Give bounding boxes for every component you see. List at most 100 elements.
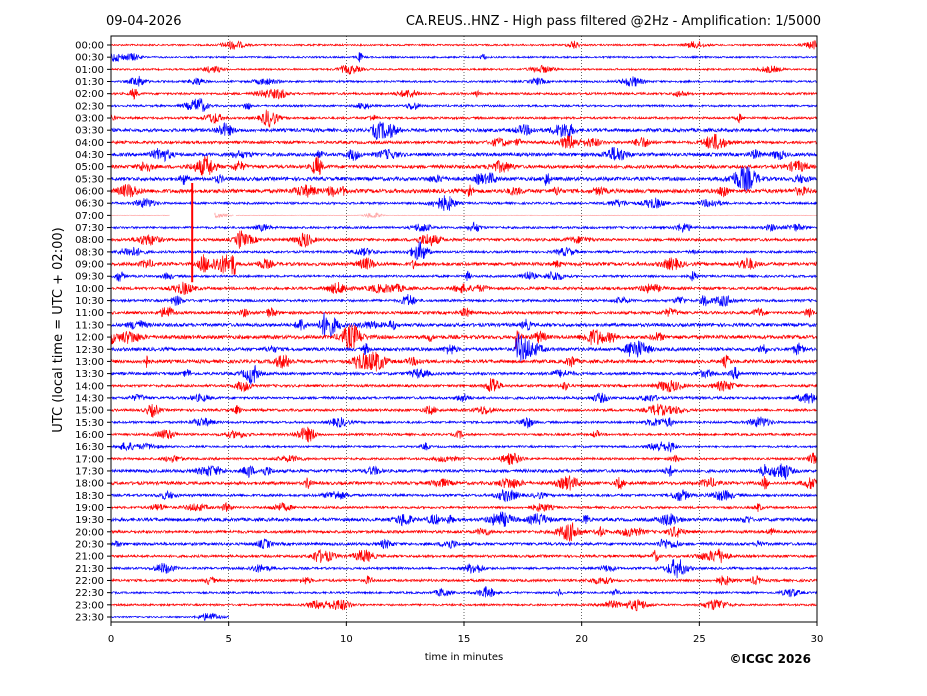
trace-1100: [110, 306, 818, 318]
y-tick-label: 02:00: [75, 89, 104, 100]
trace-1730: [110, 463, 818, 480]
y-tick-label: 20:00: [75, 527, 104, 538]
y-tick-label: 08:00: [75, 235, 104, 246]
trace-1500: [110, 403, 818, 418]
y-tick-label: 04:30: [75, 150, 104, 161]
trace-0400: [110, 133, 818, 151]
y-tick-label: 17:00: [75, 454, 104, 465]
trace-0030: [110, 52, 818, 63]
trace-0300: [110, 109, 818, 128]
x-tick-label: 15: [458, 634, 471, 645]
y-tick-label: 04:00: [75, 138, 104, 149]
trace-0500: [110, 155, 818, 176]
trace-1700: [110, 452, 818, 466]
trace-1330: [110, 365, 818, 385]
trace-1600: [110, 426, 818, 443]
trace-1800: [110, 475, 818, 491]
y-tick-label: 13:30: [75, 369, 104, 380]
x-tick-label: 25: [693, 634, 706, 645]
trace-0530: [110, 166, 818, 192]
y-tick-label: 11:00: [75, 308, 104, 319]
trace-1630: [110, 441, 818, 453]
y-tick-label: 06:30: [75, 199, 104, 210]
trace-0130: [110, 75, 818, 87]
trace-2230: [110, 585, 818, 598]
trace-0800: [110, 230, 818, 249]
y-tick-label: 23:30: [75, 612, 104, 623]
y-tick-label: 19:00: [75, 503, 104, 514]
trace-0700: [235, 211, 818, 219]
y-tick-label: 06:00: [75, 187, 104, 198]
x-tick-label: 30: [811, 634, 824, 645]
trace-0100: [110, 64, 818, 76]
y-tick-label: 19:30: [75, 515, 104, 526]
y-tick-label: 18:00: [75, 479, 104, 490]
trace-0200: [110, 88, 818, 101]
trace-1200: [110, 324, 818, 350]
y-tick-label: 03:30: [75, 126, 104, 137]
y-tick-label: 15:30: [75, 418, 104, 429]
y-tick-label: 08:30: [75, 247, 104, 258]
trace-0700: [214, 212, 234, 219]
y-tick-label: 07:00: [75, 211, 104, 222]
y-tick-label: 02:30: [75, 101, 104, 112]
y-tick-label: 18:30: [75, 491, 104, 502]
y-axis-label: UTC (local time = UTC + 02:00): [51, 227, 66, 432]
trace-0000: [110, 40, 818, 50]
y-tick-label: 10:00: [75, 284, 104, 295]
y-tick-label: 23:00: [75, 600, 104, 611]
trace-2130: [110, 559, 818, 579]
y-tick-label: 16:30: [75, 442, 104, 453]
trace-0630: [110, 195, 818, 212]
trace-1830: [110, 489, 818, 503]
y-tick-label: 01:30: [75, 77, 104, 88]
y-tick-label: 05:30: [75, 174, 104, 185]
y-tick-label: 00:00: [75, 41, 104, 52]
trace-0730: [110, 221, 818, 233]
y-tick-label: 21:30: [75, 564, 104, 575]
y-tick-label: 17:30: [75, 466, 104, 477]
x-axis-label: time in minutes: [425, 652, 504, 663]
trace-1300: [110, 351, 818, 372]
copyright-text: ©ICGC 2026: [729, 652, 811, 666]
y-tick-label: 12:30: [75, 345, 104, 356]
y-tick-label: 20:30: [75, 539, 104, 550]
x-tick-label: 20: [575, 634, 588, 645]
y-tick-label: 09:30: [75, 272, 104, 283]
y-tick-label: 09:00: [75, 260, 104, 271]
y-tick-label: 05:00: [75, 162, 104, 173]
trace-2100: [110, 548, 818, 564]
trace-1130: [110, 312, 818, 339]
trace-1030: [110, 293, 818, 307]
y-tick-label: 00:30: [75, 53, 104, 64]
y-tick-label: 11:30: [75, 320, 104, 331]
y-tick-label: 03:00: [75, 114, 104, 125]
x-tick-label: 0: [108, 634, 114, 645]
trace-2000: [110, 522, 818, 542]
trace-0930: [110, 270, 818, 282]
y-tick-label: 14:00: [75, 381, 104, 392]
x-tick-label: 5: [225, 634, 231, 645]
trace-1900: [110, 501, 818, 513]
trace-0900: [110, 254, 818, 276]
trace-2200: [110, 575, 818, 586]
chart-date: 09-04-2026: [106, 14, 182, 29]
trace-0830: [110, 241, 818, 261]
trace-0430: [110, 146, 818, 163]
y-tick-label: 07:30: [75, 223, 104, 234]
x-tick-label: 10: [340, 634, 353, 645]
trace-2300: [110, 598, 818, 612]
trace-0600: [110, 183, 818, 198]
y-tick-label: 22:00: [75, 576, 104, 587]
chart-title: CA.REUS..HNZ - High pass filtered @2Hz -…: [406, 14, 821, 29]
trace-1430: [110, 392, 818, 404]
trace-2330: [110, 612, 229, 621]
y-tick-label: 13:00: [75, 357, 104, 368]
trace-0330: [110, 121, 818, 140]
trace-1000: [110, 281, 818, 295]
y-tick-label: 10:30: [75, 296, 104, 307]
trace-1400: [110, 378, 817, 393]
trace-1230: [110, 333, 818, 363]
y-tick-label: 12:00: [75, 333, 104, 344]
